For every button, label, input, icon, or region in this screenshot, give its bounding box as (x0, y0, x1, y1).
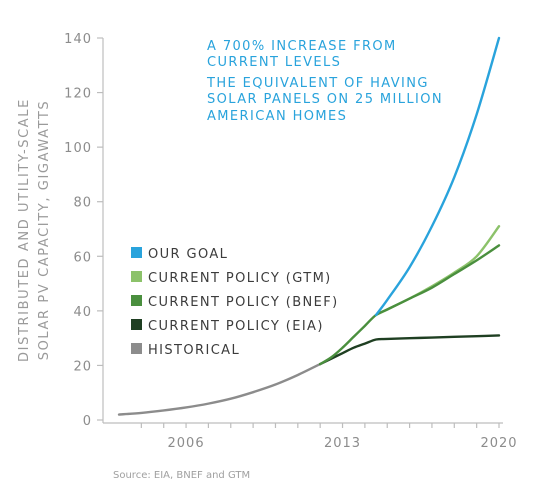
series-line-our-goal (374, 36, 501, 317)
y-tick-label: 20 (73, 359, 92, 374)
x-tick-label: 2013 (324, 436, 361, 451)
series-line-historical (117, 362, 322, 416)
y-axis-label-line-2: SOLAR PV CAPACITY, GIGAWATTS (37, 100, 52, 361)
annotation-line-1: A 700% INCREASE FROM (207, 39, 397, 54)
legend-swatch-current-policy-bnef (131, 295, 142, 306)
source-note: Source: EIA, BNEF and GTM (113, 470, 250, 481)
y-tick-label: 0 (83, 414, 92, 429)
legend-item-historical[interactable]: HISTORICAL (131, 343, 240, 358)
y-tick-label: 60 (73, 250, 92, 265)
annotation-line-3: THE EQUIVALENT OF HAVING (206, 76, 429, 91)
y-tick-label: 100 (64, 141, 92, 156)
y-axis-label-line-1: DISTRIBUTED AND UTILITY-SCALE (17, 98, 32, 362)
annotation-line-4: SOLAR PANELS ON 25 MILLION (207, 92, 443, 107)
y-tick-label: 120 (64, 87, 92, 102)
legend-label-historical: HISTORICAL (148, 343, 240, 358)
annotation-line-5: AMERICAN HOMES (207, 109, 347, 124)
legend-label-current-policy-gtm: CURRENT POLICY (GTM) (148, 271, 332, 286)
legend-swatch-current-policy-gtm (131, 271, 142, 282)
y-tick-label: 140 (64, 32, 92, 47)
annotation-line-2: CURRENT LEVELS (207, 55, 341, 70)
series-line-current-policy-eia (318, 334, 501, 366)
legend-swatch-historical (131, 343, 142, 354)
legend-item-current-policy-gtm[interactable]: CURRENT POLICY (GTM) (131, 271, 332, 286)
y-ticks-group: 0 20 40 60 80 100 120 140 (64, 32, 103, 429)
legend-item-our-goal[interactable]: OUR GOAL (131, 247, 228, 262)
series-lines-group (117, 36, 501, 416)
legend-label-current-policy-bnef: CURRENT POLICY (BNEF) (148, 295, 339, 310)
legend-item-current-policy-eia[interactable]: CURRENT POLICY (EIA) (131, 319, 324, 334)
y-tick-label: 80 (73, 196, 92, 211)
series-line-current-policy-bnef (318, 244, 501, 366)
x-tick-label: 2020 (480, 436, 517, 451)
legend: OUR GOAL CURRENT POLICY (GTM) CURRENT PO… (131, 247, 339, 358)
legend-label-our-goal: OUR GOAL (148, 247, 228, 262)
x-ticks-group: 2006 2013 2020 (140, 423, 517, 451)
legend-swatch-our-goal (131, 247, 142, 258)
x-tick-label: 2006 (168, 436, 205, 451)
legend-swatch-current-policy-eia (131, 319, 142, 330)
legend-label-current-policy-eia: CURRENT POLICY (EIA) (148, 319, 324, 334)
series-line-current-policy-gtm (374, 225, 501, 317)
legend-item-current-policy-bnef[interactable]: CURRENT POLICY (BNEF) (131, 295, 339, 310)
y-tick-label: 40 (73, 305, 92, 320)
